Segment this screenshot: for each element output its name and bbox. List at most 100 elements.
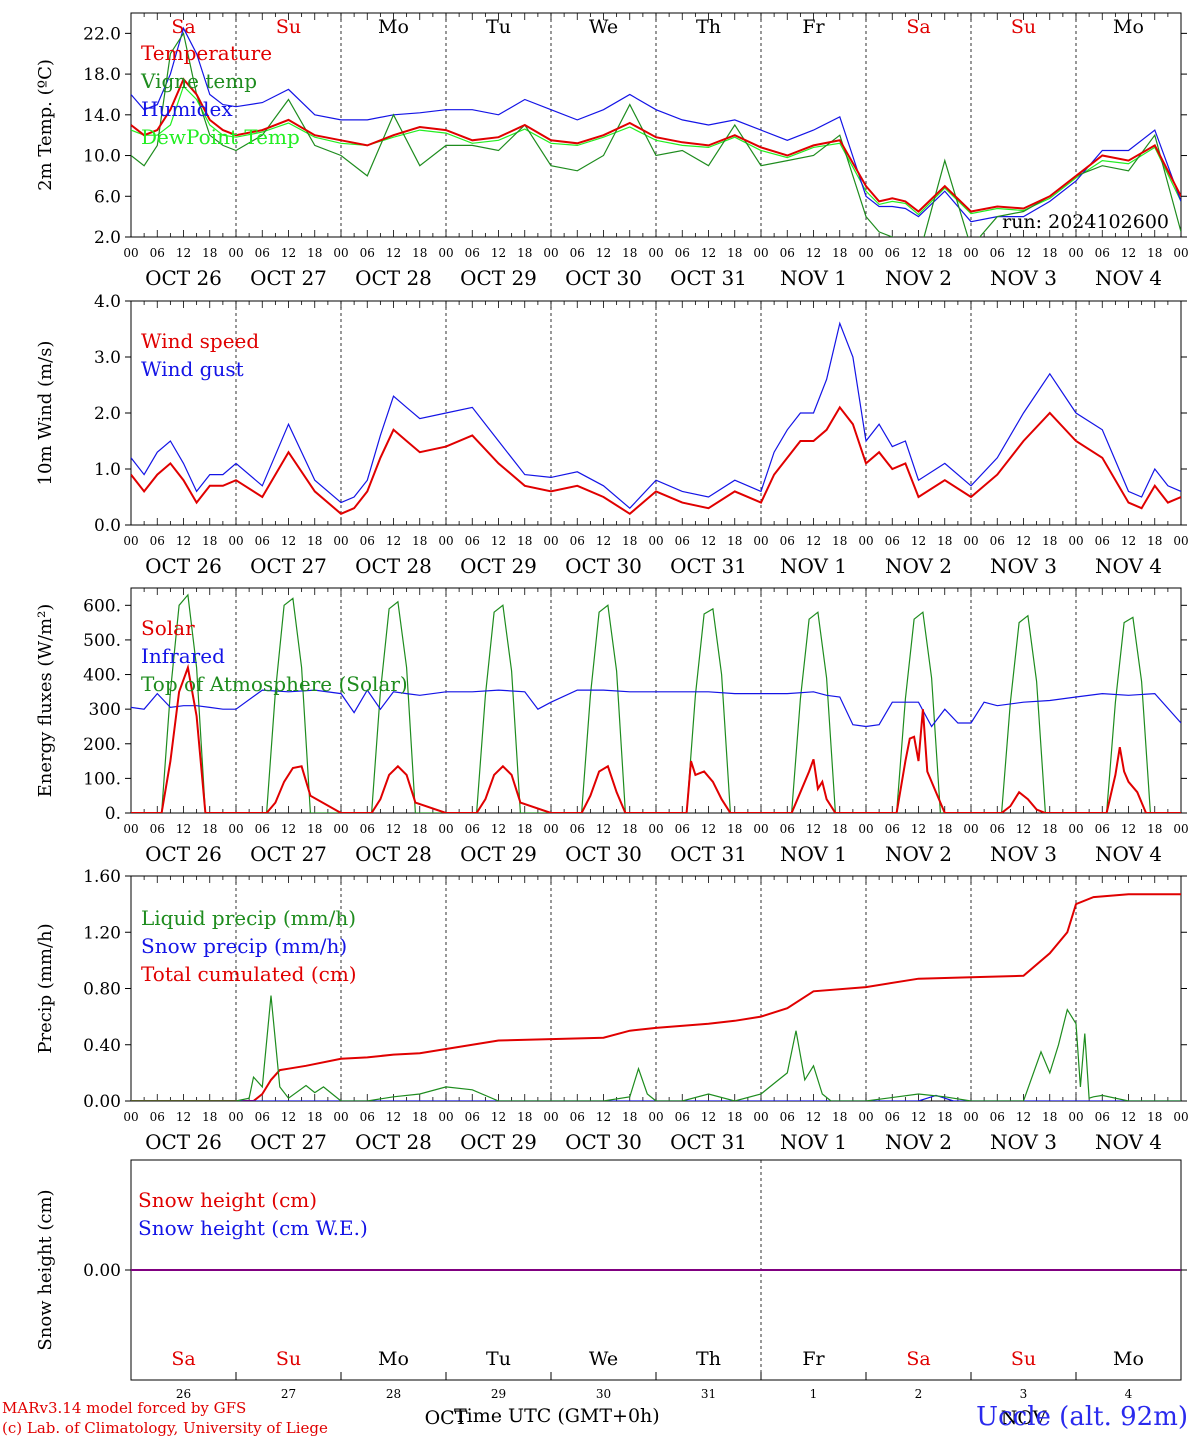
hour-label: 18 xyxy=(832,1110,847,1124)
hour-label: 18 xyxy=(622,1110,637,1124)
series-total-cumulated-cm- xyxy=(131,893,1181,1101)
hour-label: 12 xyxy=(281,246,296,260)
plot-frame xyxy=(130,587,1182,814)
hour-label: 18 xyxy=(937,1110,952,1124)
date-label: OCT 31 xyxy=(670,842,747,866)
series-liquid-precip-mm-h- xyxy=(131,995,1181,1101)
legend-entry: Wind speed xyxy=(141,329,259,353)
hour-label: 18 xyxy=(517,1110,532,1124)
hour-label: 00 xyxy=(753,822,768,836)
hour-label: 12 xyxy=(176,534,191,548)
y-tick-label: 2.0 xyxy=(94,228,121,248)
hour-label: 00 xyxy=(333,534,348,548)
hour-label: 18 xyxy=(937,822,952,836)
hour-label: 12 xyxy=(701,534,716,548)
date-label: OCT 27 xyxy=(250,266,327,290)
date-label: OCT 31 xyxy=(670,554,747,578)
hour-label: 00 xyxy=(1068,246,1083,260)
hour-label: 06 xyxy=(465,246,480,260)
hour-label: 12 xyxy=(911,822,926,836)
y-tick-label: 400. xyxy=(83,666,121,686)
date-label: OCT 28 xyxy=(355,266,432,290)
hour-label: 06 xyxy=(885,822,900,836)
legend-entry: Humidex xyxy=(141,97,233,121)
hour-label: 00 xyxy=(1173,822,1188,836)
weekday-label: We xyxy=(589,16,618,38)
hour-label: 12 xyxy=(386,246,401,260)
hour-label: 00 xyxy=(438,822,453,836)
hour-label: 00 xyxy=(543,246,558,260)
series-wind-gust xyxy=(131,321,1181,510)
weekday-label: Tu xyxy=(486,1348,511,1370)
hour-label: 18 xyxy=(832,822,847,836)
weekday-label: We xyxy=(589,1348,618,1370)
date-label: NOV 2 xyxy=(885,1130,952,1154)
hour-label: 06 xyxy=(150,822,165,836)
hour-label: 12 xyxy=(596,822,611,836)
hour-label: 06 xyxy=(780,246,795,260)
weekday-label: Mo xyxy=(378,1348,409,1370)
hour-label: 12 xyxy=(386,822,401,836)
y-tick-label: 1.20 xyxy=(83,923,121,943)
day-number: 30 xyxy=(596,1387,611,1401)
hour-label: 06 xyxy=(990,246,1005,260)
date-label: OCT 30 xyxy=(565,842,642,866)
hour-label: 12 xyxy=(701,246,716,260)
hour-label: 18 xyxy=(622,534,637,548)
series-humidex xyxy=(131,26,1181,223)
date-label: NOV 1 xyxy=(780,266,847,290)
y-tick-label: 0.0 xyxy=(94,516,121,536)
hour-label: 00 xyxy=(648,822,663,836)
date-label: OCT 27 xyxy=(250,1130,327,1154)
y-axis-title: Precip (mm/h) xyxy=(35,923,56,1053)
x-axis-title: Time UTC (GMT+0h) xyxy=(454,1405,660,1427)
hour-label: 12 xyxy=(491,534,506,548)
y-tick-label: 0.00 xyxy=(83,1261,121,1281)
date-label: OCT 27 xyxy=(250,842,327,866)
hour-label: 06 xyxy=(780,1110,795,1124)
hour-label: 12 xyxy=(176,822,191,836)
hour-label: 00 xyxy=(648,246,663,260)
weekday-label: Sa xyxy=(171,1348,195,1370)
weekday-label: Sa xyxy=(906,16,930,38)
hour-label: 12 xyxy=(806,822,821,836)
date-label: NOV 2 xyxy=(885,842,952,866)
hour-label: 06 xyxy=(570,822,585,836)
month-label: OCT xyxy=(425,1407,468,1429)
hour-label: 06 xyxy=(675,822,690,836)
hour-label: 00 xyxy=(333,1110,348,1124)
hour-label: 12 xyxy=(386,534,401,548)
hour-label: 06 xyxy=(255,1110,270,1124)
hour-label: 12 xyxy=(176,246,191,260)
hour-label: 12 xyxy=(806,246,821,260)
day-number: 27 xyxy=(281,1387,296,1401)
hour-label: 06 xyxy=(675,246,690,260)
hour-label: 06 xyxy=(1095,1110,1110,1124)
date-label: NOV 3 xyxy=(990,842,1057,866)
day-number: 29 xyxy=(491,1387,506,1401)
y-tick-label: 0.40 xyxy=(83,1036,121,1056)
hour-label: 12 xyxy=(1121,246,1136,260)
weekday-label: Tu xyxy=(486,16,511,38)
weekday-label: Mo xyxy=(378,16,409,38)
hour-label: 06 xyxy=(150,246,165,260)
series-solar xyxy=(131,663,1181,813)
legend-entry: Infrared xyxy=(141,644,225,668)
weekday-label: Su xyxy=(1011,16,1036,38)
hour-label: 00 xyxy=(333,822,348,836)
hour-label: 00 xyxy=(543,534,558,548)
hour-label: 00 xyxy=(1173,246,1188,260)
hour-label: 12 xyxy=(1016,1110,1031,1124)
hour-label: 12 xyxy=(596,1110,611,1124)
date-label: OCT 30 xyxy=(565,554,642,578)
y-tick-label: 4.0 xyxy=(94,292,121,312)
hour-label: 12 xyxy=(386,1110,401,1124)
hour-label: 06 xyxy=(150,534,165,548)
hour-label: 06 xyxy=(780,534,795,548)
series-wind-speed xyxy=(131,405,1181,516)
hour-label: 00 xyxy=(1068,822,1083,836)
hour-label: 18 xyxy=(727,246,742,260)
y-tick-label: 6.0 xyxy=(94,187,121,207)
hour-label: 12 xyxy=(1121,1110,1136,1124)
hour-label: 06 xyxy=(360,246,375,260)
